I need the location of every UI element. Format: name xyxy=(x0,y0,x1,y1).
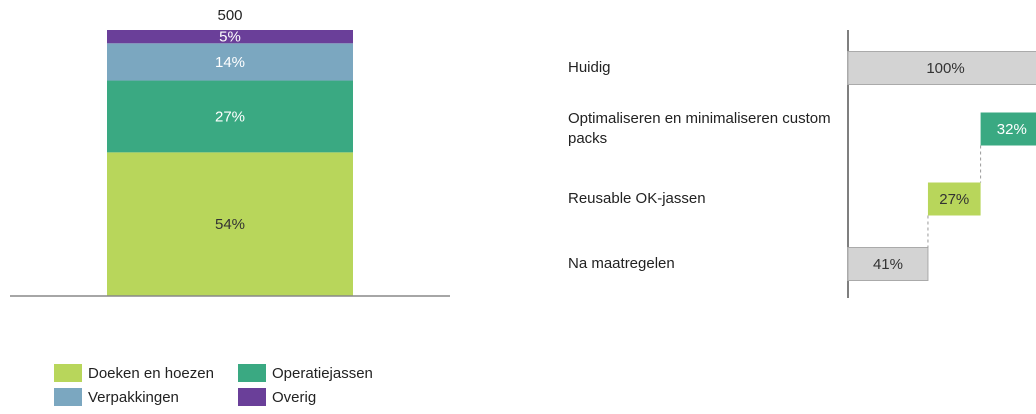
bar xyxy=(847,247,929,281)
category-label: Optimaliseren en minimaliseren custom pa… xyxy=(568,110,831,147)
bar-segment xyxy=(107,30,353,44)
bar-segment xyxy=(107,43,353,81)
category-label: Na maatregelen xyxy=(568,255,675,272)
bar xyxy=(847,51,1036,85)
value-label: 41% xyxy=(873,256,903,273)
legend-swatch xyxy=(54,388,82,406)
legend-label: Operatiejassen xyxy=(272,365,373,382)
bar-segment xyxy=(107,152,353,296)
total-label: 500 xyxy=(217,7,242,24)
legend-swatch xyxy=(54,364,82,382)
bar-segment xyxy=(107,80,353,153)
bar xyxy=(980,112,1036,146)
category-label: Huidig xyxy=(568,59,611,76)
value-label: 32% xyxy=(997,121,1027,138)
value-label: 54% xyxy=(215,216,245,233)
legend-label: Overig xyxy=(272,389,316,406)
value-label: 27% xyxy=(939,191,969,208)
value-label: 14% xyxy=(215,54,245,71)
bar xyxy=(927,182,981,216)
value-label: 27% xyxy=(215,108,245,125)
value-label: 5% xyxy=(219,29,241,46)
legend-label: Doeken en hoezen xyxy=(88,365,214,382)
category-label: Reusable OK-jassen xyxy=(568,190,706,207)
legend-label: Verpakkingen xyxy=(88,389,179,406)
value-label: 100% xyxy=(926,60,964,77)
legend-swatch xyxy=(238,388,266,406)
legend-swatch xyxy=(238,364,266,382)
